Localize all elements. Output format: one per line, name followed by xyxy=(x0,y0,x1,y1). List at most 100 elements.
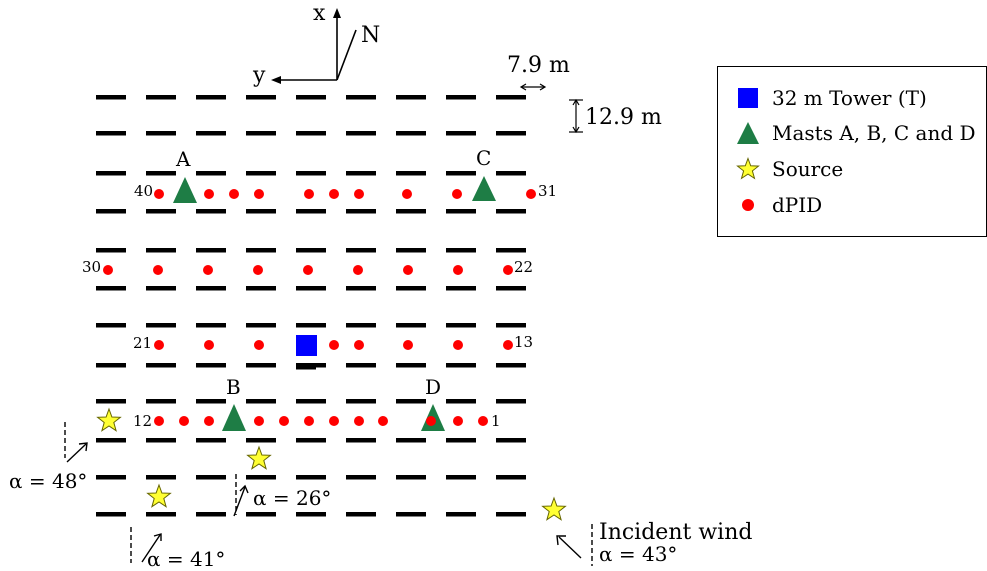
dpid-marker xyxy=(329,416,339,426)
dpid-marker xyxy=(453,340,463,350)
source-star-marker xyxy=(541,496,567,521)
obstacle-bar xyxy=(446,512,476,517)
obstacle-bar xyxy=(196,131,226,136)
obstacle-bar xyxy=(96,209,126,214)
obstacle-bar xyxy=(146,171,176,176)
obstacle-bar xyxy=(196,363,226,368)
wind-angle-41-label: α = 41° xyxy=(147,547,225,571)
source-star-marker xyxy=(246,445,272,470)
obstacle-bar xyxy=(246,209,276,214)
dpid-marker xyxy=(179,416,189,426)
obstacle-bar xyxy=(96,248,126,253)
dpid-marker xyxy=(353,265,363,275)
dpid-number-13: 13 xyxy=(514,333,533,351)
obstacle-bar xyxy=(96,171,126,176)
obstacle-bar xyxy=(146,399,176,404)
dpid-marker xyxy=(403,265,413,275)
legend-label: 32 m Tower (T) xyxy=(772,86,927,110)
green-triangle-icon xyxy=(736,121,760,145)
dpid-marker xyxy=(253,265,263,275)
source-star-marker xyxy=(146,483,172,508)
legend-label: dPID xyxy=(772,193,823,217)
mast-b-label: B xyxy=(226,375,241,399)
y-axis-label: y xyxy=(252,63,266,88)
dpid-marker xyxy=(303,265,313,275)
obstacle-bar xyxy=(396,399,426,404)
dpid-marker xyxy=(503,265,513,275)
blue-square-icon xyxy=(736,86,760,110)
dpid-number-22: 22 xyxy=(514,258,533,276)
obstacle-bar xyxy=(296,512,326,517)
obstacle-bar xyxy=(296,323,326,328)
obstacle-bar xyxy=(246,363,276,368)
legend: 32 m Tower (T) Masts A, B, C and D Sourc… xyxy=(717,66,987,237)
obstacle-bar xyxy=(346,323,376,328)
mast-b-marker xyxy=(222,404,246,431)
red-dot-icon xyxy=(736,193,760,217)
dpid-marker xyxy=(478,416,488,426)
legend-label: Source xyxy=(772,157,844,181)
obstacle-bar xyxy=(346,363,376,368)
coordinate-axes xyxy=(271,8,357,84)
obstacle-bar xyxy=(96,131,126,136)
mast-d-label: D xyxy=(425,375,441,399)
dpid-marker xyxy=(204,340,214,350)
obstacle-bar xyxy=(496,438,526,443)
dpid-marker xyxy=(354,189,364,199)
dpid-marker xyxy=(453,416,463,426)
dpid-marker xyxy=(254,189,264,199)
obstacle-bar xyxy=(146,286,176,291)
dpid-marker xyxy=(503,340,513,350)
wind-arrow-26 xyxy=(233,474,249,517)
obstacle-bar xyxy=(496,286,526,291)
obstacle-bar xyxy=(496,171,526,176)
dpid-marker xyxy=(154,189,164,199)
obstacle-bar xyxy=(396,512,426,517)
obstacle-bar xyxy=(396,475,426,480)
obstacle-bar xyxy=(346,131,376,136)
obstacle-bar xyxy=(246,512,276,517)
legend-item-source: Source xyxy=(736,156,843,182)
column-spacing-label: 12.9 m xyxy=(585,105,662,130)
obstacle-bar xyxy=(446,248,476,253)
obstacle-bar xyxy=(296,248,326,253)
obstacle-bar xyxy=(96,95,126,100)
dpid-number-12: 12 xyxy=(133,412,152,430)
obstacle-bar xyxy=(246,399,276,404)
dpid-number-1: 1 xyxy=(491,412,501,430)
obstacle-bar xyxy=(246,475,276,480)
dpid-marker xyxy=(304,416,314,426)
dpid-marker xyxy=(354,416,364,426)
obstacle-bar xyxy=(146,323,176,328)
obstacle-bar xyxy=(446,323,476,328)
obstacle-bar xyxy=(496,248,526,253)
dpid-number-40: 40 xyxy=(134,182,153,200)
obstacle-bar xyxy=(296,286,326,291)
obstacle-bar xyxy=(496,475,526,480)
obstacle-bar xyxy=(296,95,326,100)
obstacle-bar xyxy=(396,209,426,214)
obstacle-bar xyxy=(246,323,276,328)
obstacle-bar xyxy=(96,399,126,404)
obstacle-bar xyxy=(396,363,426,368)
obstacle-bar xyxy=(446,399,476,404)
obstacle-bar xyxy=(396,286,426,291)
dpid-marker xyxy=(354,340,364,350)
obstacle-bar xyxy=(396,131,426,136)
obstacle-bar xyxy=(446,438,476,443)
obstacle-bar xyxy=(446,286,476,291)
obstacle-bar xyxy=(296,365,316,370)
row-spacing-label: 7.9 m xyxy=(507,53,570,78)
obstacle-bar xyxy=(196,399,226,404)
obstacle-bar xyxy=(496,512,526,517)
wind-angle-43-label: α = 43° xyxy=(599,542,677,566)
obstacle-bar xyxy=(296,399,326,404)
obstacle-bar xyxy=(446,363,476,368)
obstacle-bar xyxy=(496,399,526,404)
column-spacing-arrow xyxy=(569,98,583,134)
obstacle-bar xyxy=(296,438,326,443)
obstacle-bar xyxy=(396,171,426,176)
obstacle-bar xyxy=(196,323,226,328)
obstacle-bar xyxy=(196,248,226,253)
